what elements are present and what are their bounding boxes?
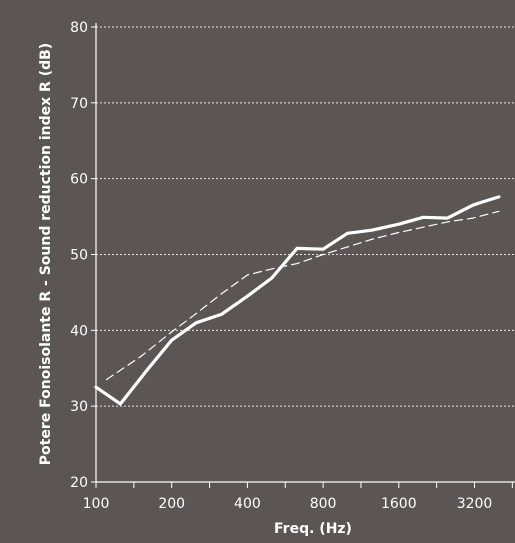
x-axis-title: Freq. (Hz)	[274, 521, 352, 537]
y-tick-label-80: 80	[70, 20, 88, 36]
series-lines	[94, 195, 501, 406]
reference-curve-dashed	[105, 210, 500, 381]
axes	[91, 23, 515, 488]
measured-curve-solid	[94, 195, 501, 406]
x-tick-label-800: 800	[310, 496, 337, 512]
tick-labels: 20 30 40 50 60 70 80 100 200 400 800 1600 3200	[70, 20, 492, 512]
y-tick-label-20: 20	[70, 475, 88, 491]
x-tick-label-1600: 1600	[381, 496, 417, 512]
y-axis-title: Potere Fonoisolante R - Sound reduction …	[38, 43, 54, 465]
y-tick-label-70: 70	[70, 96, 88, 112]
y-tick-label-40: 40	[70, 323, 88, 339]
x-tick-label-3200: 3200	[457, 496, 493, 512]
x-tick-label-100: 100	[83, 496, 110, 512]
x-tick-label-400: 400	[234, 496, 261, 512]
y-tick-label-60: 60	[70, 172, 88, 188]
y-tick-label-50: 50	[70, 248, 88, 264]
y-tick-label-30: 30	[70, 399, 88, 415]
x-tick-label-200: 200	[158, 496, 185, 512]
grid-lines	[96, 26, 515, 407]
